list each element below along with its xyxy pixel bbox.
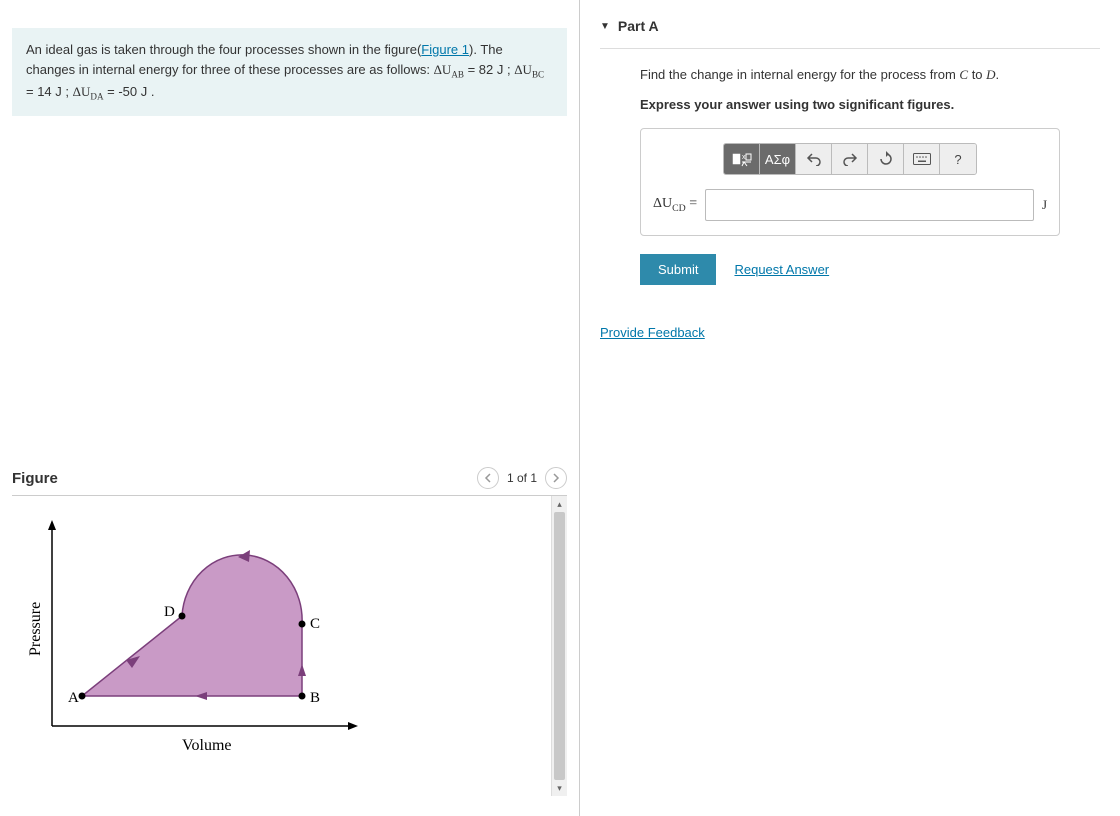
y-axis-label: Pressure — [27, 602, 44, 656]
du-bc-label: ΔUBC — [514, 62, 544, 77]
redo-button[interactable] — [832, 144, 868, 174]
x-axis-label: Volume — [182, 737, 231, 754]
figure-counter: 1 of 1 — [507, 471, 537, 485]
reset-button[interactable] — [868, 144, 904, 174]
keyboard-icon — [913, 153, 931, 165]
point-d-label: D — [164, 604, 175, 620]
redo-icon — [842, 152, 858, 166]
problem-intro: An ideal gas is taken through the four p… — [26, 42, 421, 57]
undo-icon — [806, 152, 822, 166]
svg-text:x: x — [742, 154, 746, 161]
figure-title: Figure — [12, 470, 58, 487]
equation-toolbar: x ΑΣφ — [653, 143, 1047, 175]
figure-body: A B C D Volume Pressure ▴ ▾ — [12, 496, 567, 796]
keyboard-button[interactable] — [904, 144, 940, 174]
point-b-label: B — [310, 690, 320, 706]
figure-scrollbar[interactable]: ▴ ▾ — [551, 496, 567, 796]
scroll-down-icon: ▾ — [552, 780, 567, 796]
figure-nav: 1 of 1 — [477, 467, 567, 489]
point-a-label: A — [68, 690, 79, 706]
answer-row: ΔUCD = J — [653, 189, 1047, 221]
figure-next-button[interactable] — [545, 467, 567, 489]
caret-down-icon: ▼ — [600, 21, 610, 32]
figure-header: Figure 1 of 1 — [12, 461, 567, 496]
answer-instruction: Express your answer using two significan… — [640, 97, 1100, 112]
answer-variable-label: ΔUCD = — [653, 196, 697, 214]
figure-prev-button[interactable] — [477, 467, 499, 489]
figure-link[interactable]: Figure 1 — [421, 42, 469, 57]
part-title: Part A — [618, 18, 659, 34]
request-answer-link[interactable]: Request Answer — [734, 262, 829, 277]
problem-statement: An ideal gas is taken through the four p… — [12, 28, 567, 116]
template-button[interactable]: x — [724, 144, 760, 174]
formula-template-icon: x — [732, 151, 752, 167]
chevron-right-icon — [552, 473, 560, 483]
help-button[interactable]: ? — [940, 144, 976, 174]
reset-icon — [878, 151, 894, 167]
greek-button[interactable]: ΑΣφ — [760, 144, 796, 174]
chevron-left-icon — [484, 473, 492, 483]
provide-feedback-link[interactable]: Provide Feedback — [600, 325, 1100, 340]
du-bc-val: = 14 J — [26, 84, 62, 99]
part-header[interactable]: ▼ Part A — [600, 12, 1100, 49]
scroll-up-icon: ▴ — [552, 496, 567, 512]
answer-area: x ΑΣφ — [640, 128, 1060, 236]
right-pane: ▼ Part A Find the change in internal ene… — [580, 0, 1120, 816]
scroll-thumb[interactable] — [554, 512, 565, 780]
answer-unit: J — [1042, 197, 1047, 213]
submit-row: Submit Request Answer — [640, 254, 1100, 285]
question-text: Find the change in internal energy for t… — [640, 67, 1100, 83]
point-c-label: C — [310, 616, 320, 632]
undo-button[interactable] — [796, 144, 832, 174]
left-pane: An ideal gas is taken through the four p… — [0, 0, 580, 816]
du-da-label: ΔUDA — [73, 84, 104, 99]
du-ab-val: = 82 J — [464, 62, 503, 77]
submit-button[interactable]: Submit — [640, 254, 716, 285]
du-da-val: = -50 J — [104, 84, 148, 99]
du-ab-label: ΔUAB — [434, 62, 464, 77]
answer-input[interactable] — [705, 189, 1034, 221]
pv-diagram: A B C D Volume Pressure — [12, 496, 551, 796]
figure-section: Figure 1 of 1 — [12, 461, 567, 796]
